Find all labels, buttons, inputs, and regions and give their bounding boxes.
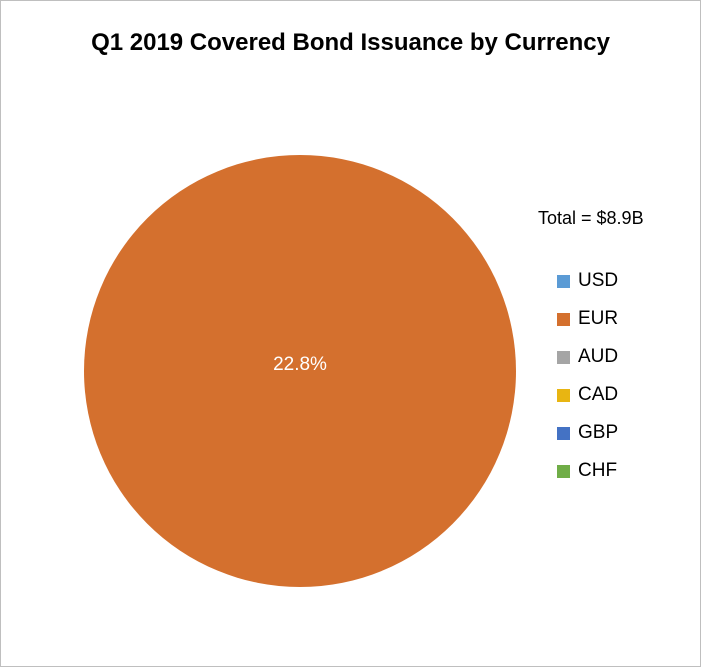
legend-label-aud: AUD bbox=[578, 346, 619, 367]
pie-data-labels: 22.8% bbox=[273, 354, 327, 375]
chart-title: Q1 2019 Covered Bond Issuance by Currenc… bbox=[91, 29, 610, 56]
legend-swatch-gbp bbox=[557, 427, 570, 440]
legend-swatch-cad bbox=[557, 389, 570, 402]
legend-label-usd: USD bbox=[578, 270, 619, 291]
pie-slice-eur bbox=[84, 155, 516, 587]
pie-slices bbox=[84, 155, 516, 587]
legend-label-chf: CHF bbox=[578, 460, 618, 481]
legend-swatch-eur bbox=[557, 313, 570, 326]
legend-label-gbp: GBP bbox=[578, 422, 619, 443]
legend-swatch-aud bbox=[557, 351, 570, 364]
data-label-eur: 22.8% bbox=[273, 354, 327, 375]
total-annotation: Total = $8.9B bbox=[538, 208, 644, 228]
legend-swatch-chf bbox=[557, 465, 570, 478]
legend-swatch-usd bbox=[557, 275, 570, 288]
legend-label-eur: EUR bbox=[578, 308, 619, 329]
legend-label-cad: CAD bbox=[578, 384, 619, 405]
